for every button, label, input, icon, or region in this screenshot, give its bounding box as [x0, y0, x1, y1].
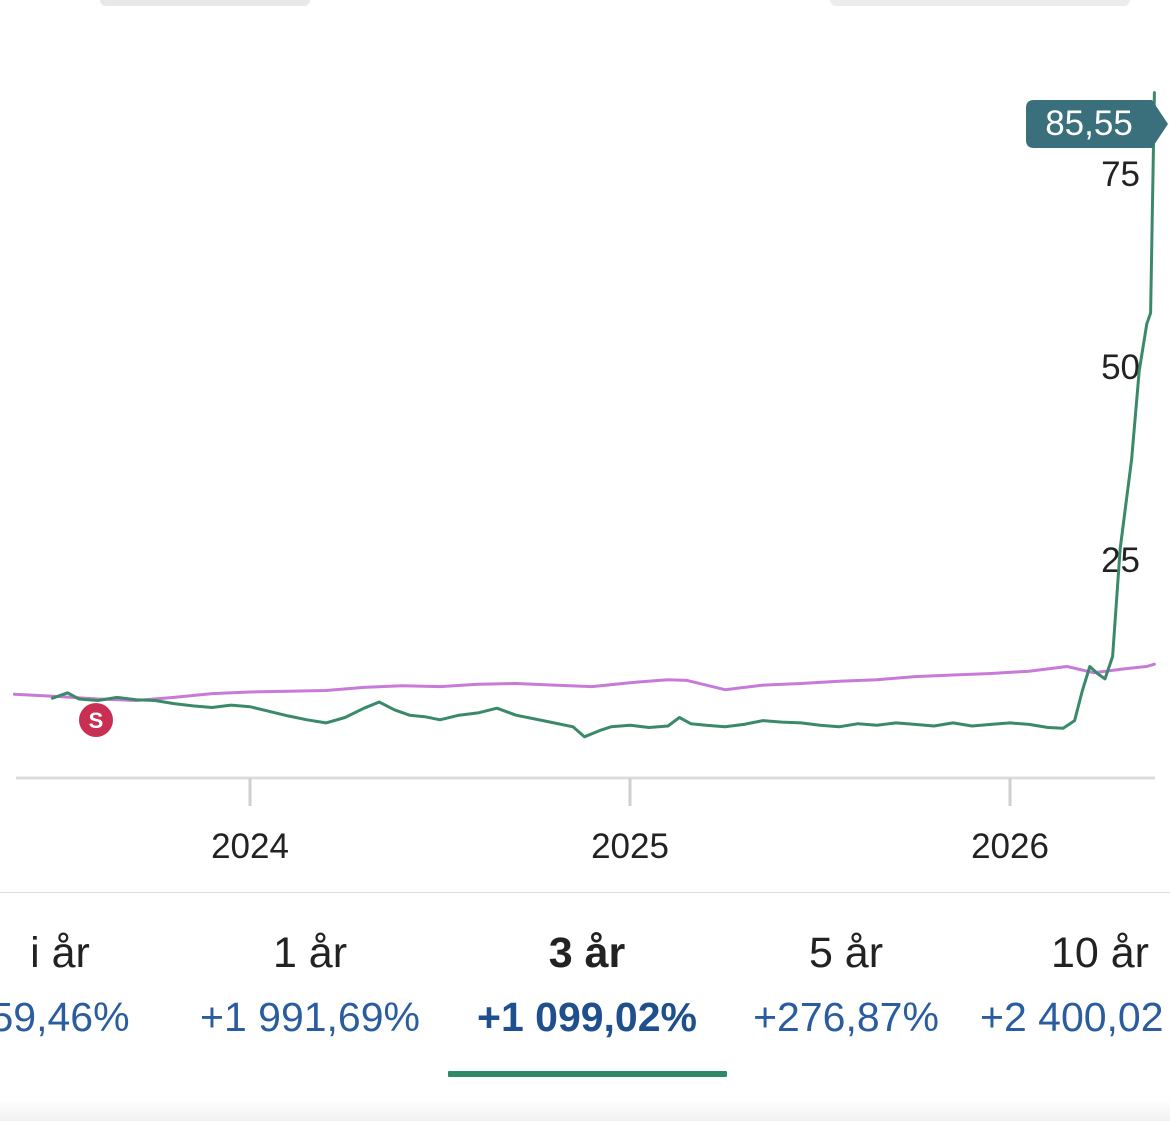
x-tick-label: 2025 [591, 827, 669, 866]
event-marker-dot [79, 703, 113, 737]
tab-1-ar[interactable]: 1 år +1 991,69% [180, 893, 440, 1083]
last-value-text: 85,55 [1045, 104, 1133, 143]
tab-change-value: +2 400,02 [980, 994, 1164, 1040]
active-tab-underline [448, 1071, 727, 1077]
y-tick-label: 75 [1101, 155, 1140, 194]
tab-change-value: 59,46% [0, 994, 130, 1040]
bottom-shadow [0, 1100, 1170, 1121]
y-tick-label: 50 [1101, 348, 1140, 387]
x-tick-label: 2024 [211, 827, 289, 866]
tab-10-ar[interactable]: 10 år +2 400,02 [980, 893, 1170, 1083]
divider [0, 892, 1170, 893]
tab-period-label: 5 år [808, 929, 884, 977]
tab-i-ar[interactable]: i år 59,46% [0, 893, 160, 1083]
x-tick-label: 2026 [971, 827, 1049, 866]
top-bar-hint-left [100, 0, 310, 6]
tab-change-value: +276,87% [753, 994, 939, 1040]
tab-period-label: i år [30, 929, 90, 977]
tab-change-value: +1 099,02% [477, 994, 697, 1040]
tab-period-label: 1 år [272, 929, 348, 977]
period-tabs: i år 59,46% 1 år +1 991,69% 3 år +1 099,… [0, 893, 1170, 1121]
event-marker[interactable]: S [79, 703, 113, 737]
tab-period-label: 10 år [1050, 929, 1149, 977]
tab-change-value: +1 991,69% [200, 994, 420, 1040]
stock-price-line [50, 91, 1156, 739]
x-axis-ticks: 2024 2025 2026 [211, 778, 1049, 866]
event-marker-label: S [89, 708, 104, 733]
top-bar-hint-right [830, 0, 1130, 6]
chart-series [12, 91, 1156, 739]
tab-period-label: 3 år [548, 929, 626, 977]
tab-5-ar[interactable]: 5 år +276,87% [736, 893, 956, 1083]
tab-3-ar[interactable]: 3 år +1 099,02% [448, 893, 726, 1083]
last-value-badge: 85,55 [1026, 100, 1168, 148]
index-comparison-line [12, 662, 1156, 702]
